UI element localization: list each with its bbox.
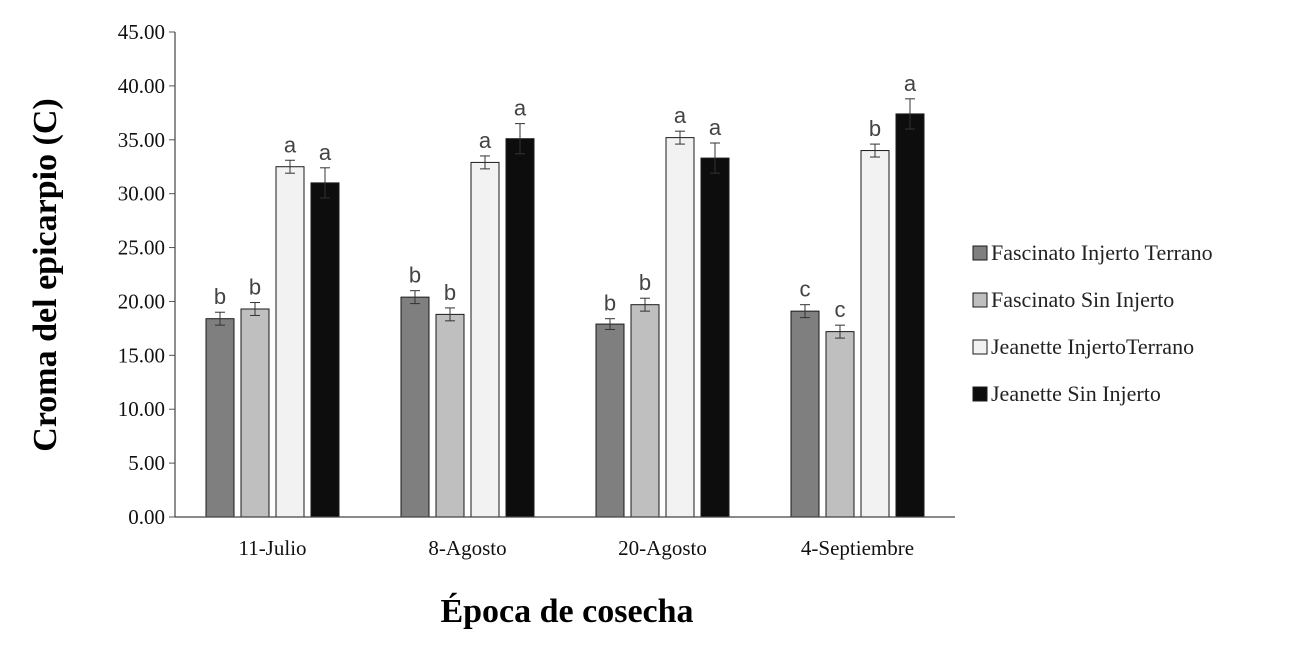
y-tick-label: 25.00 bbox=[118, 236, 165, 260]
legend-swatch bbox=[972, 386, 988, 402]
bar bbox=[790, 310, 820, 518]
significance-label: a bbox=[514, 96, 527, 121]
significance-label: a bbox=[319, 140, 332, 165]
bar bbox=[595, 323, 625, 518]
bar bbox=[400, 296, 430, 518]
significance-label: c bbox=[800, 277, 811, 302]
significance-label: a bbox=[284, 132, 297, 157]
legend: Fascinato Injerto Terrano Fascinato Sin I… bbox=[972, 240, 1213, 406]
y-tick-label: 40.00 bbox=[118, 74, 165, 98]
y-tick-label: 0.00 bbox=[128, 505, 165, 529]
y-tick-label: 15.00 bbox=[118, 343, 165, 367]
legend-swatch bbox=[972, 339, 988, 355]
bar bbox=[860, 150, 890, 518]
significance-label: a bbox=[674, 103, 687, 128]
bar bbox=[275, 166, 305, 518]
legend-label: Jeanette InjertoTerrano bbox=[991, 334, 1194, 359]
legend-label: Jeanette Sin Injerto bbox=[991, 381, 1161, 406]
x-tick-label: 11-Julio bbox=[238, 536, 306, 560]
legend-label: Fascinato Sin Injerto bbox=[991, 287, 1174, 312]
bar bbox=[665, 137, 695, 518]
y-axis-title: Croma del epicarpio (C) bbox=[27, 98, 64, 451]
y-tick-label: 45.00 bbox=[118, 20, 165, 44]
significance-label: a bbox=[904, 71, 917, 96]
bar bbox=[700, 157, 730, 518]
bar bbox=[435, 313, 465, 518]
y-tick-label: 35.00 bbox=[118, 128, 165, 152]
x-tick-label: 8-Agosto bbox=[428, 536, 506, 560]
bar bbox=[630, 304, 660, 518]
significance-label: b bbox=[444, 280, 456, 305]
significance-label: b bbox=[249, 275, 261, 300]
y-tick-label: 10.00 bbox=[118, 397, 165, 421]
bar bbox=[470, 161, 500, 518]
bar bbox=[205, 318, 235, 518]
axes bbox=[174, 32, 955, 518]
significance-label: a bbox=[479, 128, 492, 153]
bar bbox=[895, 113, 925, 518]
significance-label: b bbox=[869, 116, 881, 141]
bar bbox=[505, 138, 535, 518]
significance-label: a bbox=[709, 115, 722, 140]
significance-label: c bbox=[835, 297, 846, 322]
significance-label: b bbox=[639, 270, 651, 295]
y-tick-label: 5.00 bbox=[128, 451, 165, 475]
x-axis-category-labels: 11-Julio 8-Agosto 20-Agosto 4-Septiembre bbox=[238, 536, 914, 560]
legend-swatch bbox=[972, 292, 988, 308]
bar bbox=[240, 308, 270, 518]
y-tick-label: 20.00 bbox=[118, 289, 165, 313]
bar bbox=[825, 331, 855, 518]
bars bbox=[205, 113, 925, 518]
legend-label: Fascinato Injerto Terrano bbox=[991, 240, 1213, 265]
y-tick-label: 30.00 bbox=[118, 182, 165, 206]
x-tick-label: 4-Septiembre bbox=[801, 536, 914, 560]
significance-label: b bbox=[214, 284, 226, 309]
x-axis-title: Época de cosecha bbox=[440, 593, 693, 630]
error-bars bbox=[215, 98, 915, 339]
bar bbox=[310, 182, 340, 518]
significance-label: b bbox=[409, 263, 421, 288]
significance-label: b bbox=[604, 291, 616, 316]
y-axis-ticks: 0.00 5.00 10.00 15.00 20.00 25.00 30.00 35.00 40… bbox=[118, 20, 175, 529]
x-tick-label: 20-Agosto bbox=[618, 536, 707, 560]
legend-swatch bbox=[972, 245, 988, 261]
